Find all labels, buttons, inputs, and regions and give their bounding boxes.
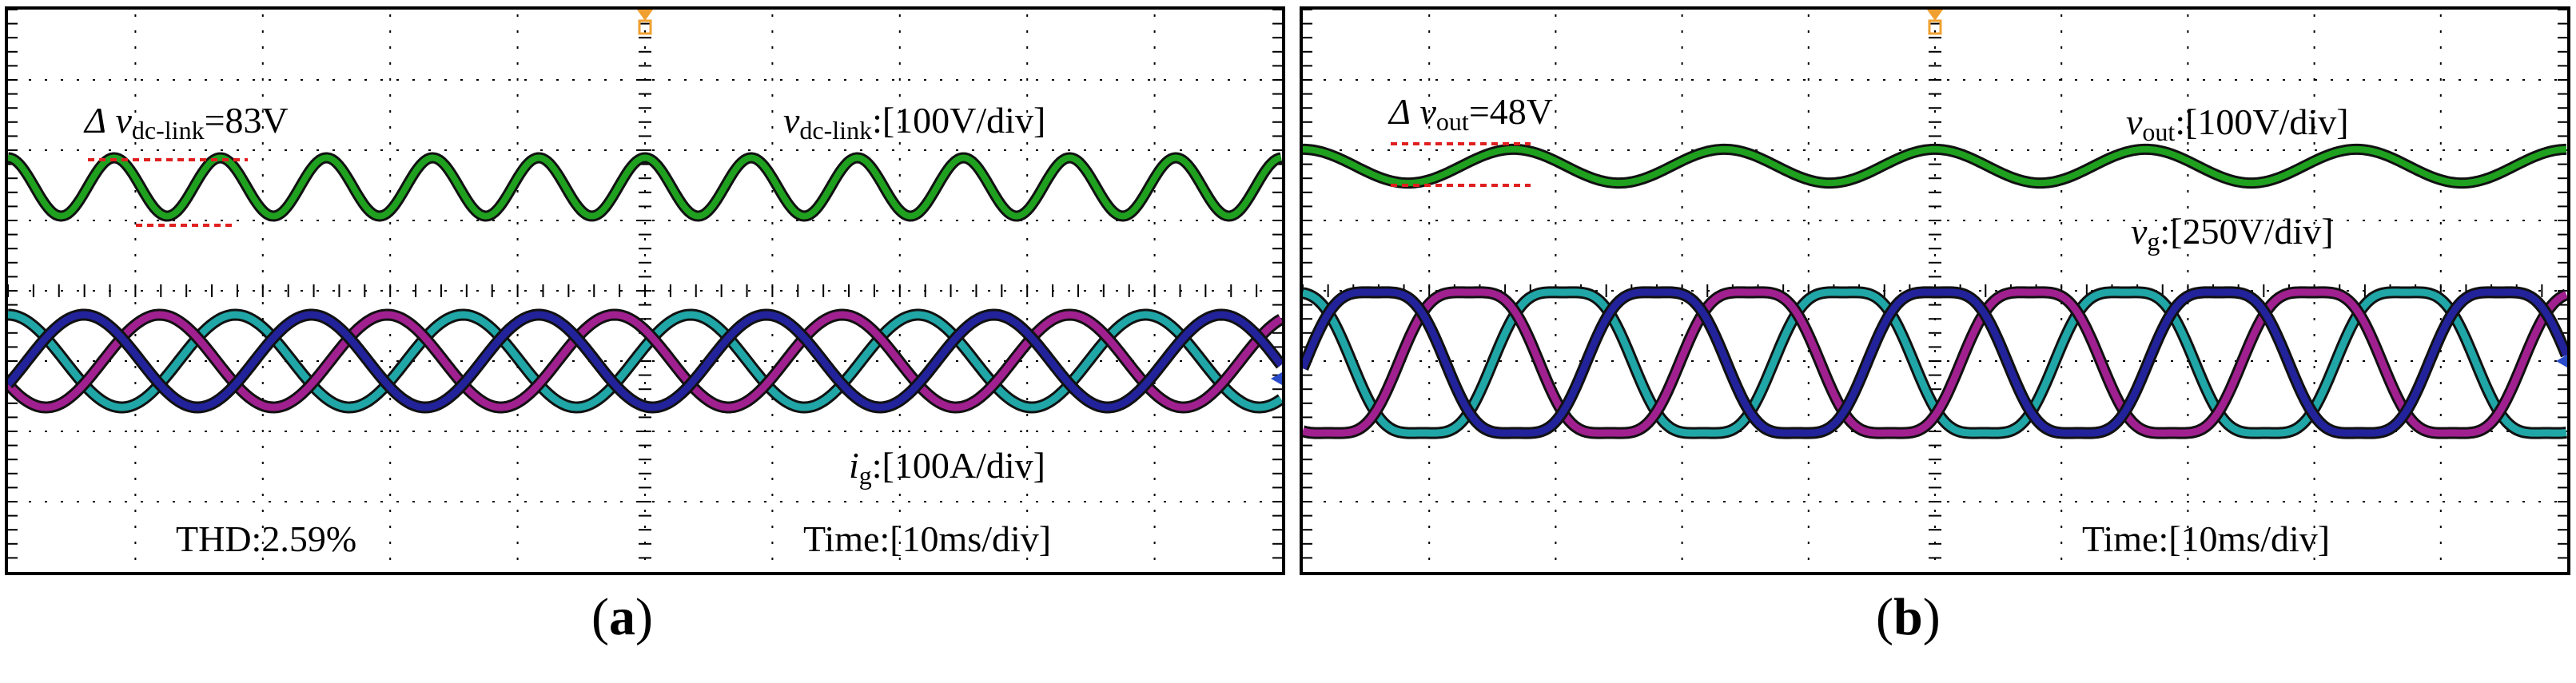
trigger-t-icon xyxy=(1928,19,1942,35)
vdc-link-trace xyxy=(8,154,1282,220)
scope-panel-a: Δ vdc-link=83V vdc-link:[100V/div] ig:[1… xyxy=(5,6,1285,575)
vout-scale-label: vout:[100V/div] xyxy=(2126,101,2349,146)
scope-plot-a xyxy=(8,10,1282,572)
delta-vout-label: Δ vout=48V xyxy=(1389,91,1553,136)
vg-phase-b-trace xyxy=(1303,288,2567,437)
vg-scale-label: vg:[250V/div] xyxy=(2131,211,2334,256)
trigger-marker-icon xyxy=(637,10,653,21)
ig-phase-a-trace xyxy=(8,311,1282,411)
scope-plot-b xyxy=(1303,10,2567,572)
channel-marker-icon-b xyxy=(2556,355,2567,367)
vout-trace xyxy=(1303,145,2567,187)
caption-b: (b) xyxy=(1876,588,1941,646)
scope-panel-b: Δ vout=48V vout:[100V/div] vg:[250V/div]… xyxy=(1300,6,2570,575)
trigger-t-icon xyxy=(638,19,652,35)
vdc-scale-label: vdc-link:[100V/div] xyxy=(783,100,1046,145)
caption-a: (a) xyxy=(591,588,653,646)
channel-marker-icon xyxy=(1271,372,1282,385)
trigger-marker-icon xyxy=(1927,10,1943,21)
ig-scale-label: ig:[100A/div] xyxy=(849,445,1045,490)
time-scale-label-a: Time:[10ms/div] xyxy=(803,518,1052,559)
delta-vdc-label: Δ vdc-link=83V xyxy=(85,100,289,145)
vg-phase-a-trace xyxy=(1303,288,2567,437)
time-scale-label-b: Time:[10ms/div] xyxy=(2082,518,2331,559)
thd-label: THD:2.59% xyxy=(176,518,357,559)
ig-phase-b-trace xyxy=(8,311,1282,411)
